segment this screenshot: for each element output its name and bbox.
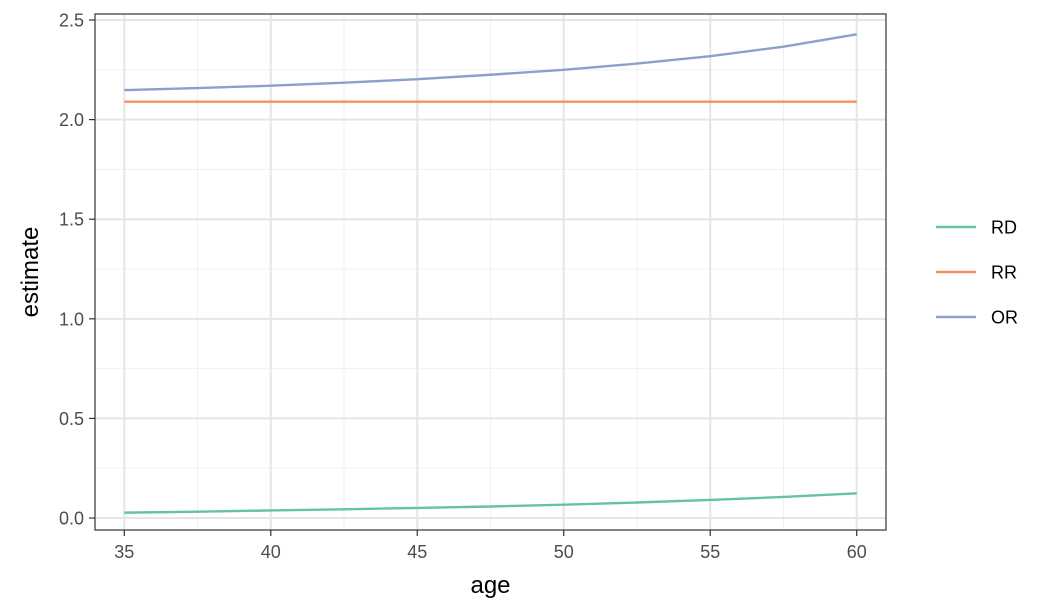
legend-label-rr: RR: [991, 263, 1017, 283]
y-tick-label: 0.5: [59, 409, 84, 429]
major-gridlines: [95, 14, 886, 530]
y-tick-label: 2.0: [59, 110, 84, 130]
series-line-or: [124, 33, 857, 92]
y-axis-title: estimate: [17, 227, 44, 318]
plot-panel-border: [94, 13, 887, 531]
y-tick-label: 1.0: [59, 309, 84, 329]
series-line-rd: [124, 492, 857, 514]
y-tick-label: 1.5: [59, 210, 84, 230]
x-axis: 35 40 45 50 55 60: [114, 530, 867, 562]
x-tick-label: 50: [554, 542, 574, 562]
x-tick-label: 35: [114, 542, 134, 562]
x-tick-label: 60: [847, 542, 867, 562]
x-axis-title: age: [470, 572, 510, 599]
series-lines: [124, 33, 857, 514]
y-tick-label: 0.0: [59, 509, 84, 529]
legend: RD RR OR: [936, 218, 1018, 328]
x-tick-label: 45: [407, 542, 427, 562]
y-axis: 0.0 0.5 1.0 1.5 2.0 2.5: [59, 10, 95, 529]
x-tick-label: 55: [700, 542, 720, 562]
legend-label-rd: RD: [991, 218, 1017, 238]
x-tick-label: 40: [261, 542, 281, 562]
y-tick-label: 2.5: [59, 10, 84, 30]
legend-label-or: OR: [991, 308, 1018, 328]
minor-gridlines: [95, 14, 886, 530]
